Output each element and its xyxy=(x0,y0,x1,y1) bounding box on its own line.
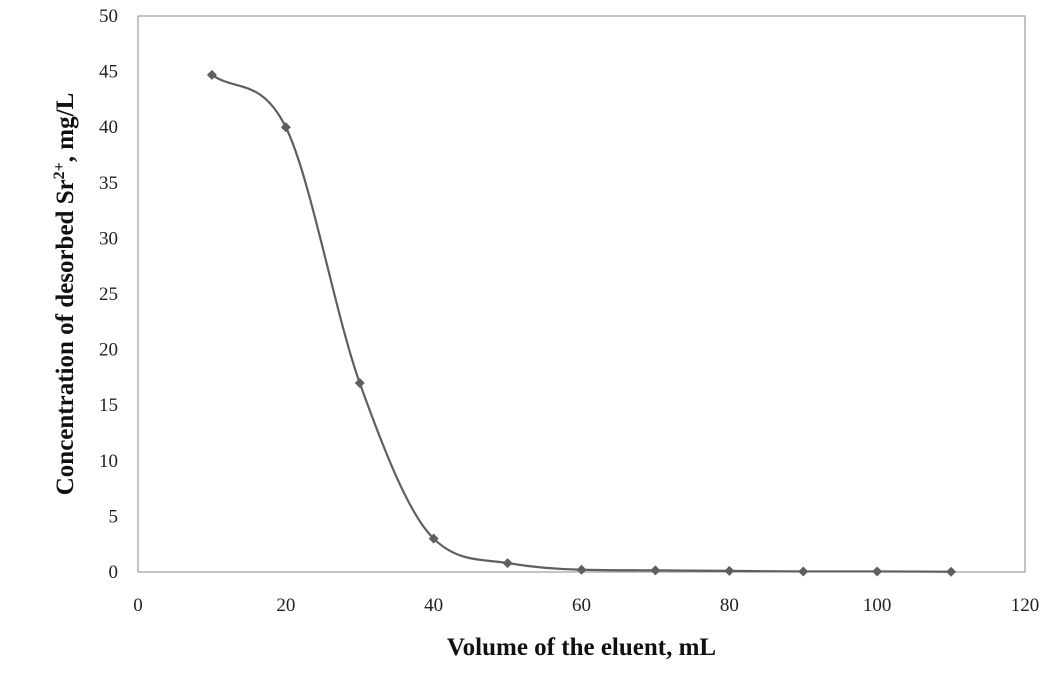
x-tick-label: 20 xyxy=(276,595,295,616)
x-tick-label: 120 xyxy=(1011,595,1040,616)
y-tick-label: 45 xyxy=(99,62,118,83)
x-axis-ticks: 0 20 40 60 80 100 120 xyxy=(133,595,1039,616)
y-axis-title-superscript: 2+ xyxy=(51,162,68,179)
data-point-marker xyxy=(724,565,735,576)
y-axis-title-prefix: Concentration of desorbed Sr xyxy=(52,179,79,495)
data-point-marker xyxy=(650,565,661,576)
data-point-marker xyxy=(280,122,291,133)
data-point-marker xyxy=(206,69,217,80)
y-tick-label: 15 xyxy=(99,395,118,416)
y-tick-label: 25 xyxy=(99,284,118,305)
x-axis-title: Volume of the eluent, mL xyxy=(447,634,716,661)
data-point-marker xyxy=(576,564,587,575)
y-tick-label: 20 xyxy=(99,340,118,361)
x-tick-label: 80 xyxy=(720,595,739,616)
x-tick-label: 0 xyxy=(133,595,143,616)
x-tick-label: 100 xyxy=(863,595,892,616)
data-point-marker xyxy=(502,558,513,569)
y-axis-title-suffix: , mg/L xyxy=(52,93,79,162)
data-point-marker xyxy=(872,566,883,577)
y-axis-ticks: 0 5 10 15 20 25 30 35 40 45 50 xyxy=(99,6,118,583)
y-tick-label: 30 xyxy=(99,228,118,249)
y-tick-label: 40 xyxy=(99,117,118,138)
series-line xyxy=(211,74,952,573)
y-tick-label: 35 xyxy=(99,173,118,194)
data-point-marker xyxy=(798,566,809,577)
y-tick-label: 10 xyxy=(99,451,118,472)
data-point-marker xyxy=(946,566,957,577)
y-axis-title: Concentration of desorbed Sr2+, mg/L xyxy=(51,93,79,496)
y-tick-label: 50 xyxy=(99,6,118,27)
x-tick-label: 60 xyxy=(572,595,591,616)
y-tick-label: 5 xyxy=(109,506,119,527)
data-point-marker xyxy=(354,377,365,388)
plot-area-frame xyxy=(137,15,1026,573)
x-tick-label: 40 xyxy=(424,595,443,616)
data-markers xyxy=(206,69,957,577)
y-tick-label: 0 xyxy=(109,562,119,583)
data-point-marker xyxy=(428,533,439,544)
